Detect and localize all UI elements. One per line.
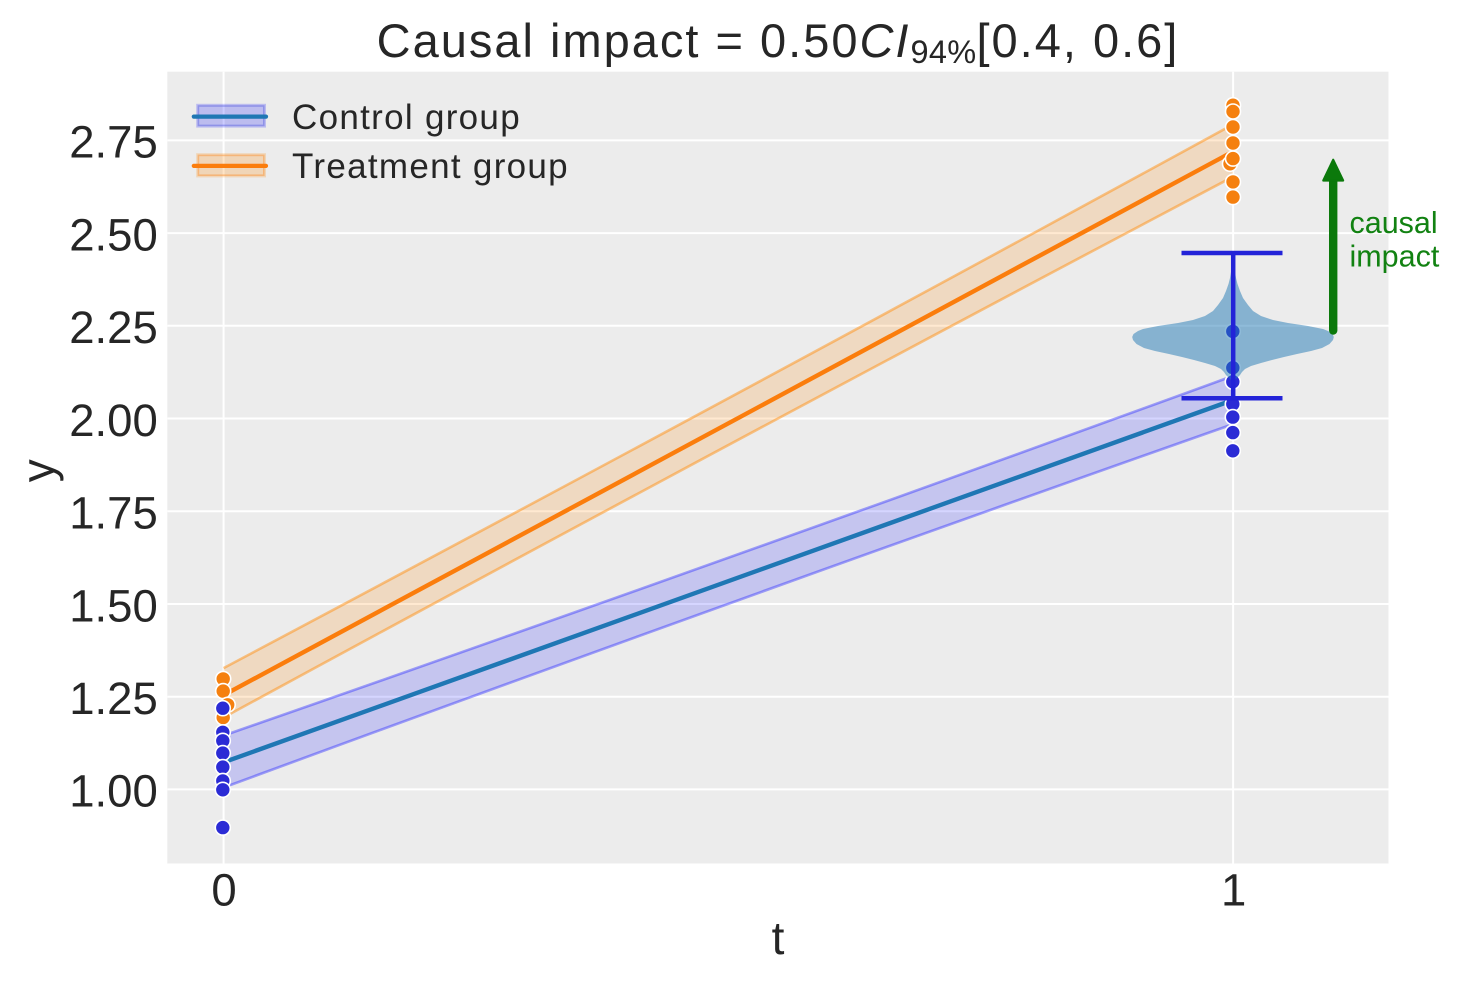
svg-text:Causal impact = 0.50CI94%[0.4,: Causal impact = 0.50CI94%[0.4, 0.6]: [377, 14, 1180, 70]
svg-text:2.75: 2.75: [69, 117, 158, 168]
svg-text:impact: impact: [1350, 239, 1440, 273]
svg-text:1.50: 1.50: [69, 580, 158, 631]
svg-text:1: 1: [1221, 865, 1246, 916]
svg-text:causal: causal: [1350, 206, 1438, 240]
svg-text:2.00: 2.00: [69, 395, 158, 446]
svg-text:1.75: 1.75: [69, 488, 158, 539]
svg-text:Treatment group: Treatment group: [292, 147, 569, 186]
svg-text:y: y: [12, 459, 64, 482]
svg-text:1.25: 1.25: [69, 673, 158, 724]
svg-text:2.50: 2.50: [69, 209, 158, 260]
svg-text:1.00: 1.00: [69, 766, 158, 817]
svg-text:Control group: Control group: [292, 98, 521, 137]
svg-text:2.25: 2.25: [69, 302, 158, 353]
svg-text:0: 0: [211, 865, 236, 916]
svg-text:t: t: [772, 912, 785, 964]
